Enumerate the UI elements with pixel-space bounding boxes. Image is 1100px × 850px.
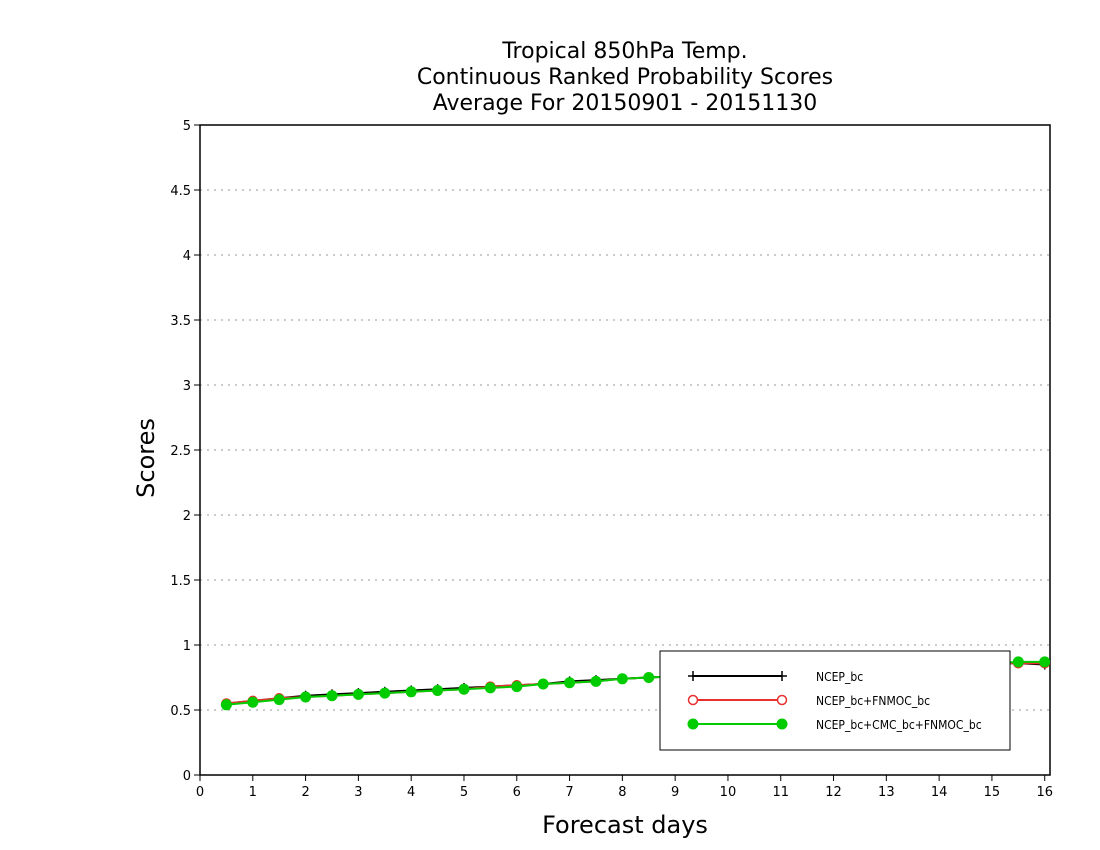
x-tick-label: 0 bbox=[196, 785, 204, 800]
data-point bbox=[564, 677, 576, 689]
legend-marker bbox=[777, 671, 787, 681]
x-tick-label: 2 bbox=[301, 785, 309, 800]
x-tick-label: 11 bbox=[772, 785, 789, 800]
x-tick-label: 3 bbox=[354, 785, 362, 800]
data-point bbox=[643, 672, 655, 683]
data-point bbox=[247, 696, 259, 708]
y-axis-label: Scores bbox=[132, 418, 160, 498]
legend-item: NCEP_bc+FNMOC_bc bbox=[687, 694, 930, 708]
data-point bbox=[405, 686, 417, 698]
y-tick-label: 4 bbox=[183, 249, 191, 264]
x-tick-label: 1 bbox=[249, 785, 257, 800]
x-axis-label: Forecast days bbox=[542, 811, 708, 839]
y-tick-label: 5 bbox=[183, 119, 191, 134]
x-tick-label: 12 bbox=[825, 785, 842, 800]
legend-marker bbox=[687, 694, 699, 706]
data-point bbox=[458, 683, 470, 695]
data-point bbox=[590, 675, 602, 687]
data-point bbox=[484, 682, 496, 694]
x-tick-label: 4 bbox=[407, 785, 415, 800]
y-tick-label: 0.5 bbox=[170, 704, 191, 719]
data-point bbox=[352, 688, 364, 700]
title-line-3: Average For 20150901 - 20151130 bbox=[433, 91, 818, 116]
y-tick-label: 3 bbox=[183, 379, 191, 394]
data-point bbox=[326, 690, 338, 702]
y-tick-label: 0 bbox=[183, 769, 191, 784]
y-tick-label: 3.5 bbox=[170, 314, 191, 329]
data-point bbox=[300, 691, 312, 703]
y-tick-label: 4.5 bbox=[170, 184, 191, 199]
y-tick-label: 1.5 bbox=[170, 574, 191, 589]
legend-label: NCEP_bc+CMC_bc+FNMOC_bc bbox=[816, 718, 982, 732]
y-tick-label: 1 bbox=[183, 639, 191, 654]
grid-lines bbox=[200, 189, 1050, 711]
legend-item: NCEP_bc bbox=[688, 670, 863, 684]
data-point bbox=[220, 699, 232, 711]
data-point bbox=[1039, 656, 1050, 668]
data-point bbox=[511, 681, 523, 693]
data-point bbox=[537, 678, 549, 690]
title-line-2: Continuous Ranked Probability Scores bbox=[417, 65, 833, 90]
y-tick-label: 2.5 bbox=[170, 444, 191, 459]
legend-item: NCEP_bc+CMC_bc+FNMOC_bc bbox=[687, 718, 982, 732]
chart-title: Tropical 850hPa Temp. Continuous Ranked … bbox=[417, 39, 833, 116]
title-line-1: Tropical 850hPa Temp. bbox=[501, 39, 747, 64]
legend-label: NCEP_bc+FNMOC_bc bbox=[816, 694, 930, 708]
y-tick-label: 2 bbox=[183, 509, 191, 524]
data-point bbox=[1012, 656, 1024, 668]
x-tick-label: 5 bbox=[460, 785, 468, 800]
data-point bbox=[432, 685, 444, 696]
legend: NCEP_bc NCEP_bc+FNMOC_bc NCEP_bc+CMC_bc+FN… bbox=[659, 650, 1011, 751]
x-tick-label: 10 bbox=[720, 785, 737, 800]
x-tick-label: 15 bbox=[984, 785, 1001, 800]
x-tick-label: 8 bbox=[618, 785, 626, 800]
x-tick-label: 6 bbox=[513, 785, 521, 800]
x-tick-label: 14 bbox=[931, 785, 948, 800]
legend-marker bbox=[687, 718, 699, 730]
legend-label: NCEP_bc bbox=[816, 670, 863, 684]
y-axis-ticks: 0 0.5 1 1.5 2 2.5 3 3.5 4 4.5 5 bbox=[170, 119, 200, 784]
data-point bbox=[273, 694, 285, 706]
x-tick-label: 13 bbox=[878, 785, 895, 800]
x-tick-label: 7 bbox=[565, 785, 573, 800]
x-axis-ticks: 0 1 2 3 4 5 6 7 8 9 10 11 12 13 14 15 16 bbox=[196, 775, 1053, 800]
legend-marker bbox=[688, 671, 698, 681]
data-point bbox=[616, 673, 628, 685]
legend-marker bbox=[776, 694, 788, 706]
x-tick-label: 16 bbox=[1036, 785, 1053, 800]
data-point bbox=[379, 687, 391, 699]
x-tick-label: 9 bbox=[671, 785, 679, 800]
legend-marker bbox=[776, 718, 788, 730]
